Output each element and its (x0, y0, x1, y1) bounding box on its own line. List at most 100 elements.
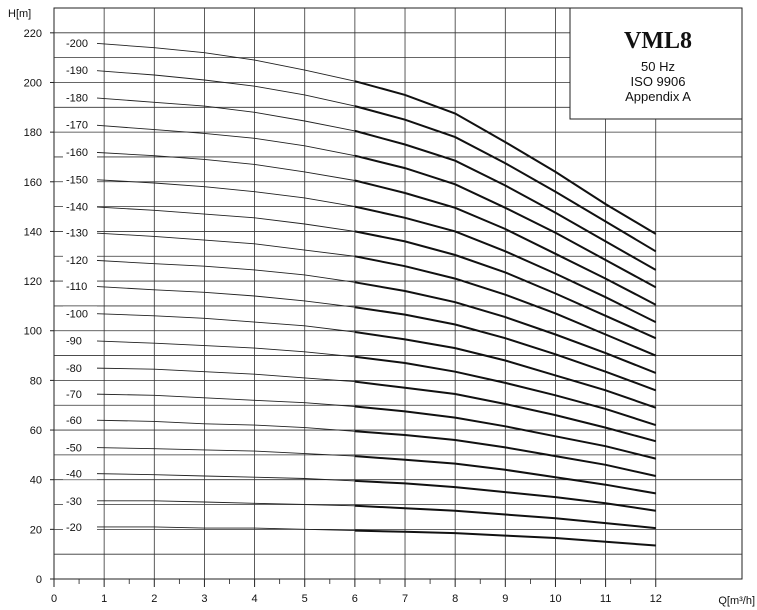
curve-label: -30 (66, 496, 82, 508)
curve-label-bg (63, 172, 97, 186)
curve-label-bg (63, 493, 97, 507)
curve-label: -20 (66, 522, 82, 534)
legend-background (569, 7, 743, 120)
curve-70-low-flow (89, 393, 355, 407)
curve-200-low-flow (89, 42, 355, 82)
curve-160-operating (354, 179, 657, 306)
curve-120-low-flow (89, 259, 355, 283)
curve-80-operating (354, 380, 656, 443)
curve-label-bg (63, 199, 97, 213)
chart-title: VML8 (624, 28, 692, 54)
curve-label-bg (63, 413, 97, 427)
curve-label: -130 (66, 228, 88, 240)
curve-50-low-flow (89, 446, 355, 457)
curve-20-low-flow (89, 526, 355, 532)
y-tick-label: 140 (24, 226, 42, 238)
curve-label-bg (63, 387, 97, 401)
curve-label: -110 (66, 281, 87, 293)
curve-label-bg (63, 35, 97, 49)
appendix-label: Appendix A (625, 89, 691, 104)
curve-160-low-flow (89, 151, 355, 181)
curve-30-low-flow (89, 500, 355, 507)
x-tick-label: 10 (549, 593, 561, 605)
curve-110-low-flow (89, 285, 355, 308)
x-tick-label: 0 (51, 593, 57, 605)
curve-40-low-flow (89, 473, 355, 482)
curve-label: -150 (66, 174, 88, 186)
curve-170-low-flow (89, 124, 355, 157)
curve-130-operating (354, 255, 657, 357)
curve-40-operating (354, 479, 656, 512)
curve-170-operating (354, 154, 657, 289)
curve-140-low-flow (89, 206, 355, 232)
curve-60-operating (354, 430, 656, 477)
y-tick-label: 220 (24, 28, 42, 40)
curve-200-operating (354, 80, 657, 235)
curve-label: -50 (66, 442, 82, 454)
curve-110-operating (354, 306, 657, 392)
curve-140-operating (354, 230, 657, 340)
x-tick-label: 4 (252, 593, 258, 605)
curve-70-operating (354, 405, 656, 460)
curve-label-bg (63, 360, 97, 374)
x-tick-label: 3 (201, 593, 207, 605)
curve-20-operating (354, 529, 656, 547)
curve-80-low-flow (89, 367, 355, 383)
curve-label-bg (63, 519, 97, 533)
curve-label-bg (63, 333, 97, 347)
x-tick-label: 8 (452, 593, 458, 605)
frequency-label: 50 Hz (641, 59, 675, 74)
curve-180-low-flow (89, 96, 355, 132)
curve-label: -100 (66, 308, 88, 320)
curve-label: -90 (66, 336, 82, 348)
curve-label-bg (63, 225, 97, 239)
curve-label-bg (63, 466, 97, 480)
x-tick-label: 9 (502, 593, 508, 605)
curve-30-operating (354, 504, 656, 530)
curve-label: -70 (66, 389, 82, 401)
curve-100-low-flow (89, 312, 355, 333)
curve-90-operating (354, 355, 657, 427)
plot-frame (53, 7, 743, 580)
y-tick-label: 160 (24, 177, 42, 189)
curve-190-operating (354, 105, 657, 253)
curve-label: -140 (66, 202, 88, 214)
curve-100-operating (354, 331, 657, 409)
y-axis-label: H[m] (8, 8, 31, 20)
curve-labels: -200 -190 -180 -170 -160 -150 -140 -130 -120 -110… (63, 35, 97, 534)
curve-190-low-flow (89, 69, 355, 107)
curve-150-low-flow (89, 178, 355, 208)
y-tick-label: 100 (24, 326, 42, 338)
curve-150-operating (354, 205, 657, 323)
curve-label: -170 (66, 120, 88, 132)
curve-label: -160 (66, 147, 88, 159)
curve-label: -190 (66, 65, 88, 77)
curve-label: -60 (66, 415, 82, 427)
curve-label-bg (63, 144, 97, 158)
x-tick-label: 12 (650, 593, 662, 605)
y-tick-label: 200 (24, 77, 42, 89)
y-tick-label: 80 (30, 375, 42, 387)
x-tick-label: 6 (352, 593, 358, 605)
curve-label: -200 (66, 38, 88, 50)
curve-60-low-flow (89, 419, 355, 432)
y-tick-label: 60 (30, 425, 42, 437)
curve-label-bg (63, 279, 97, 293)
x-tick-label: 5 (302, 593, 308, 605)
curve-label: -180 (66, 92, 88, 104)
pump-curves (89, 42, 657, 547)
standard-label: ISO 9906 (631, 74, 686, 89)
x-tick-label: 1 (101, 593, 107, 605)
y-tick-label: 120 (24, 276, 42, 288)
y-tick-label: 180 (24, 127, 42, 139)
curve-label-bg (63, 63, 97, 77)
curve-label-bg (63, 90, 97, 104)
curve-120-operating (354, 281, 657, 374)
curve-label: -80 (66, 363, 82, 375)
y-tick-label: 0 (36, 574, 42, 586)
x-tick-label: 2 (151, 593, 157, 605)
y-tick-label: 40 (30, 475, 42, 487)
